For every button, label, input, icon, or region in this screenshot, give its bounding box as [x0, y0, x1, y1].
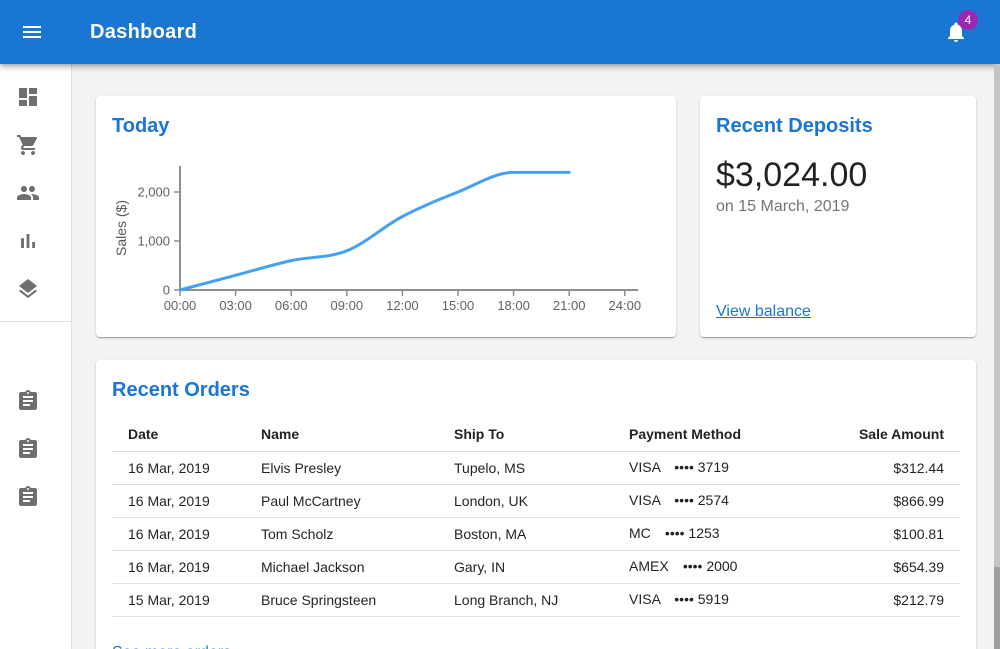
- today-card-title: Today: [112, 115, 170, 137]
- main-content: Today 0 1,000 2,000 00:00 03:00 06:00 09:00 12:…: [72, 64, 1000, 649]
- layers-icon: [19, 279, 37, 299]
- sidebar-item-people[interactable]: [0, 169, 71, 217]
- x-tick-label: 21:00: [553, 298, 586, 313]
- dashboard-icon: [19, 88, 37, 106]
- x-tick-label: 06:00: [275, 298, 308, 313]
- app-bar: Dashboard 4: [0, 0, 1000, 64]
- table-cell: Tupelo, MS: [454, 451, 629, 485]
- table-cell: VISA ⠀•••• 3719: [629, 451, 809, 485]
- table-cell: $100.81: [809, 517, 960, 551]
- today-card: Today 0 1,000 2,000 00:00 03:00 06:00 09:00 12:…: [96, 96, 676, 337]
- y-tick-label: 0: [163, 283, 170, 298]
- scrollbar-thumb[interactable]: [994, 567, 1000, 649]
- table-row: 16 Mar, 2019 Michael Jackson Gary, IN AMEX …: [112, 550, 960, 584]
- view-balance-link[interactable]: View balance: [716, 303, 811, 320]
- table-cell: Michael Jackson: [261, 550, 454, 584]
- shopping-cart-icon: [17, 135, 37, 155]
- table-cell: Gary, IN: [454, 550, 629, 584]
- deposit-date: on 15 March, 2019: [716, 198, 850, 215]
- column-header: Payment Method: [629, 418, 809, 452]
- orders-table: Date Name Ship To Payment Method Sale Amount…: [112, 418, 960, 617]
- table-cell: 16 Mar, 2019: [112, 451, 261, 485]
- sidebar-item-shopping-cart[interactable]: [0, 121, 71, 169]
- table-cell: MC ⠀•••• 1253: [629, 517, 809, 551]
- table-cell: $866.99: [809, 484, 960, 518]
- bar-chart-icon: [21, 234, 35, 248]
- table-cell: AMEX ⠀•••• 2000: [629, 550, 809, 584]
- scrollbar-track[interactable]: [994, 64, 1000, 649]
- table-cell: 16 Mar, 2019: [112, 484, 261, 518]
- sidebar-item-dashboard[interactable]: [0, 73, 71, 121]
- sidebar-main-list: [0, 64, 71, 321]
- sidebar-item-bar-chart[interactable]: [0, 217, 71, 265]
- table-cell: 16 Mar, 2019: [112, 550, 261, 584]
- table-cell: Elvis Presley: [261, 451, 454, 485]
- sidebar-divider: [0, 321, 71, 322]
- table-cell: VISA ⠀•••• 2574: [629, 484, 809, 518]
- table-row: 15 Mar, 2019 Bruce Springsteen Long Branch…: [112, 583, 960, 617]
- table-body: 16 Mar, 2019 Elvis Presley Tupelo, MS VISA …: [112, 451, 960, 617]
- x-tick-label: 00:00: [164, 298, 197, 313]
- x-tick-label: 24:00: [609, 298, 642, 313]
- table-row: 16 Mar, 2019 Paul McCartney London, UK VISA…: [112, 484, 960, 518]
- table-cell: Long Branch, NJ: [454, 583, 629, 617]
- table-cell: Tom Scholz: [261, 517, 454, 551]
- table-cell: London, UK: [454, 484, 629, 518]
- y-axis-label: Sales ($): [113, 200, 129, 256]
- recent-orders-card: Recent Orders Date Name Ship To Payment Met…: [96, 360, 976, 649]
- assignment-icon: [19, 486, 37, 506]
- table-row: 16 Mar, 2019 Tom Scholz Boston, MA MC ⠀••••…: [112, 517, 960, 551]
- table-cell: Paul McCartney: [261, 484, 454, 518]
- table-cell: Bruce Springsteen: [261, 583, 454, 617]
- sales-line-chart: 0 1,000 2,000 00:00 03:00 06:00 09:00 12:00 15:0…: [104, 160, 664, 322]
- notification-badge: 4: [958, 10, 978, 30]
- recent-deposits-card: Recent Deposits $3,024.00 on 15 March, 2…: [700, 96, 976, 337]
- orders-card-title: Recent Orders: [112, 379, 250, 401]
- column-header: Name: [261, 418, 454, 452]
- sales-series-line: [178, 170, 571, 292]
- table-cell: $212.79: [809, 583, 960, 617]
- column-header: Date: [112, 418, 261, 452]
- deposit-amount: $3,024.00: [716, 156, 868, 194]
- assignment-icon: [19, 390, 37, 410]
- y-tick-label: 2,000: [137, 185, 170, 200]
- table-cell: Boston, MA: [454, 517, 629, 551]
- sidebar-item-assignment-1[interactable]: [0, 377, 71, 425]
- table-cell: $654.39: [809, 550, 960, 584]
- x-tick-label: 18:00: [497, 298, 530, 313]
- sidebar: [0, 64, 72, 649]
- x-tick-label: 03:00: [219, 298, 252, 313]
- notifications-button[interactable]: [944, 20, 968, 44]
- table-cell: 16 Mar, 2019: [112, 517, 261, 551]
- table-cell: VISA ⠀•••• 5919: [629, 583, 809, 617]
- deposits-card-title: Recent Deposits: [716, 115, 873, 137]
- table-cell: $312.44: [809, 451, 960, 485]
- x-tick-label: 12:00: [386, 298, 419, 313]
- sidebar-secondary-list: [0, 322, 71, 529]
- sidebar-item-assignment-3[interactable]: [0, 473, 71, 521]
- x-tick-label: 09:00: [331, 298, 364, 313]
- sidebar-item-layers[interactable]: [0, 265, 71, 313]
- table-cell: 15 Mar, 2019: [112, 583, 261, 617]
- sidebar-item-assignment-2[interactable]: [0, 425, 71, 473]
- x-tick-label: 15:00: [442, 298, 475, 313]
- menu-icon: [23, 26, 41, 38]
- menu-button[interactable]: [20, 20, 44, 44]
- table-header-row: Date Name Ship To Payment Method Sale Amount: [112, 418, 960, 452]
- column-header: Sale Amount: [809, 418, 960, 452]
- people-icon: [17, 186, 39, 200]
- column-header: Ship To: [454, 418, 629, 452]
- y-tick-label: 1,000: [137, 234, 170, 249]
- page-title: Dashboard: [90, 20, 198, 43]
- table-row: 16 Mar, 2019 Elvis Presley Tupelo, MS VISA …: [112, 451, 960, 485]
- bell-icon: [948, 22, 964, 42]
- see-more-orders-link[interactable]: See more orders: [112, 644, 231, 649]
- assignment-icon: [19, 438, 37, 458]
